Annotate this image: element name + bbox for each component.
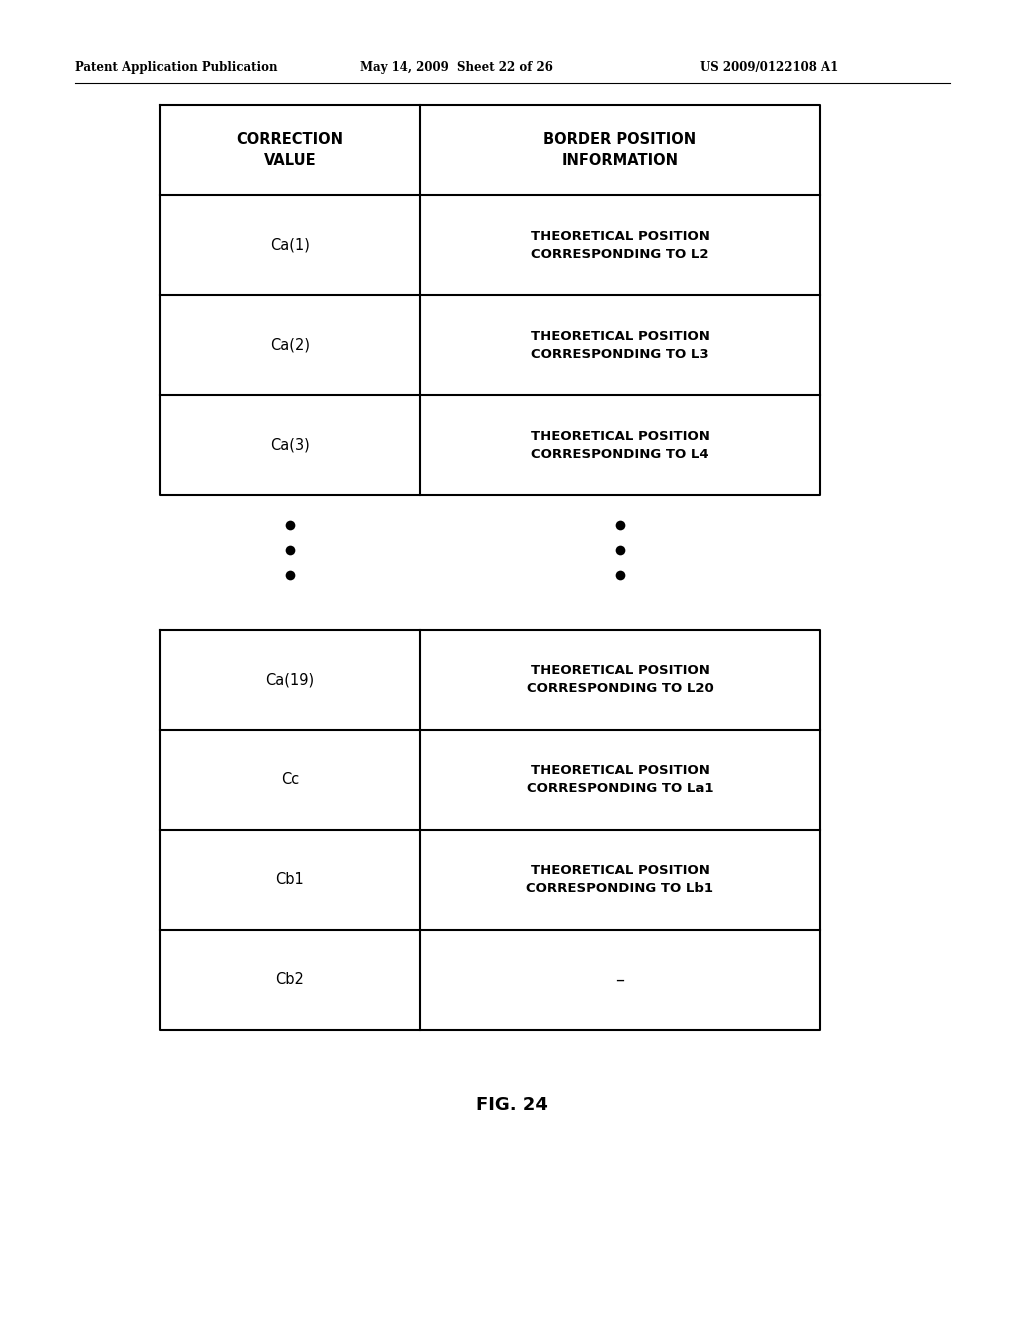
- Text: Cc: Cc: [281, 772, 299, 788]
- Text: Ca(1): Ca(1): [270, 238, 310, 252]
- Text: May 14, 2009  Sheet 22 of 26: May 14, 2009 Sheet 22 of 26: [360, 61, 553, 74]
- Text: Cb1: Cb1: [275, 873, 304, 887]
- Text: Cb2: Cb2: [275, 973, 304, 987]
- Text: THEORETICAL POSITION
CORRESPONDING TO Lb1: THEORETICAL POSITION CORRESPONDING TO Lb…: [526, 865, 714, 895]
- Text: THEORETICAL POSITION
CORRESPONDING TO L2: THEORETICAL POSITION CORRESPONDING TO L2: [530, 230, 710, 260]
- Text: Ca(2): Ca(2): [270, 338, 310, 352]
- Text: THEORETICAL POSITION
CORRESPONDING TO L20: THEORETICAL POSITION CORRESPONDING TO L2…: [526, 664, 714, 696]
- Text: –: –: [615, 972, 625, 989]
- Text: FIG. 24: FIG. 24: [476, 1096, 548, 1114]
- Text: US 2009/0122108 A1: US 2009/0122108 A1: [700, 61, 839, 74]
- Text: THEORETICAL POSITION
CORRESPONDING TO La1: THEORETICAL POSITION CORRESPONDING TO La…: [526, 764, 714, 796]
- Text: BORDER POSITION
INFORMATION: BORDER POSITION INFORMATION: [544, 132, 696, 168]
- Text: Ca(3): Ca(3): [270, 437, 310, 453]
- Text: THEORETICAL POSITION
CORRESPONDING TO L3: THEORETICAL POSITION CORRESPONDING TO L3: [530, 330, 710, 360]
- Text: CORRECTION
VALUE: CORRECTION VALUE: [237, 132, 343, 168]
- Text: Patent Application Publication: Patent Application Publication: [75, 61, 278, 74]
- Text: THEORETICAL POSITION
CORRESPONDING TO L4: THEORETICAL POSITION CORRESPONDING TO L4: [530, 429, 710, 461]
- Text: Ca(19): Ca(19): [265, 672, 314, 688]
